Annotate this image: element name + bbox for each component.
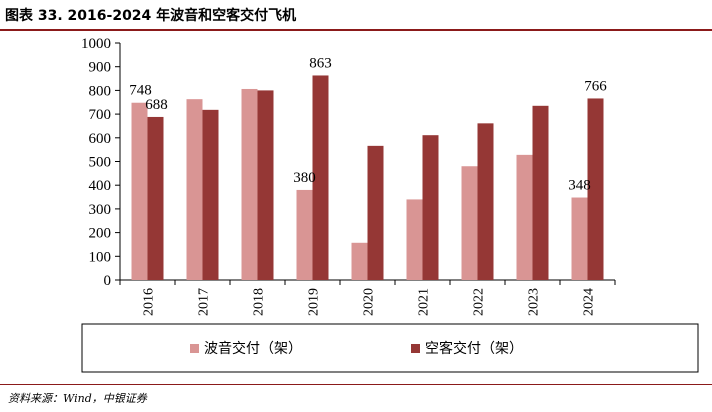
title-bar: 图表 33. 2016-2024 年波音和空客交付飞机 (0, 0, 712, 31)
x-tick-label: 2017 (197, 288, 212, 316)
boeing-bar (461, 166, 478, 280)
y-tick-label: 900 (89, 60, 112, 76)
y-tick-label: 500 (89, 155, 112, 171)
y-tick-label: 800 (89, 83, 112, 99)
airbus-bar (587, 98, 604, 280)
y-tick-label: 1000 (81, 36, 111, 52)
boeing-bar (571, 197, 588, 280)
data-label: 380 (293, 170, 316, 186)
data-label: 348 (568, 178, 591, 194)
chart-area: 0 100 200 300 400 500 600 700 800 900 1000 2016 2017… (0, 31, 712, 381)
chart-title: 图表 33. 2016-2024 年波音和空客交付飞机 (5, 8, 297, 24)
airbus-bar (147, 116, 164, 280)
airbus-bar (422, 135, 439, 280)
x-tick-label: 2023 (527, 288, 542, 316)
x-tick-label: 2016 (142, 288, 157, 316)
x-tick-label: 2018 (252, 288, 267, 316)
y-tick-label: 300 (89, 202, 112, 218)
y-tick-label: 700 (89, 107, 112, 123)
x-tick-label: 2022 (472, 288, 487, 316)
boeing-bar (241, 88, 258, 280)
airbus-bar (477, 123, 494, 280)
y-tick-label: 400 (89, 178, 112, 194)
x-tick-label: 2024 (582, 288, 597, 316)
airbus-bar (312, 75, 329, 281)
data-label: 748 (129, 83, 152, 99)
y-tick-label: 600 (89, 131, 112, 147)
bar-chart: 0 100 200 300 400 500 600 700 800 900 1000 2016 2017… (81, 36, 699, 373)
airbus-bar (257, 90, 274, 281)
legend-swatch-boeing (190, 344, 199, 353)
data-label: 766 (584, 78, 607, 94)
source-rule (0, 384, 712, 385)
data-label: 863 (309, 55, 332, 71)
x-tick-label: 2021 (417, 288, 432, 316)
data-label: 688 (145, 97, 168, 113)
title-rule (0, 29, 712, 31)
legend-label-boeing: 波音交付（架） (204, 340, 302, 357)
legend-label-airbus: 空客交付（架） (425, 340, 523, 357)
airbus-bar (367, 145, 384, 280)
x-tick-label: 2019 (307, 288, 322, 316)
y-tick-label: 100 (89, 249, 112, 265)
legend-box (81, 323, 699, 373)
boeing-bar (351, 242, 368, 280)
y-tick-label: 0 (104, 273, 112, 289)
y-tick-label: 200 (89, 226, 112, 242)
airbus-bar (532, 105, 549, 281)
boeing-bar (516, 154, 533, 280)
boeing-bar (186, 99, 203, 280)
x-tick-label: 2020 (362, 288, 377, 316)
boeing-bar (131, 102, 148, 280)
boeing-bar (296, 189, 313, 280)
legend-swatch-airbus (411, 344, 420, 353)
airbus-bar (202, 109, 219, 280)
boeing-bar (406, 199, 423, 280)
source-note: 资料来源：Wind，中银证券 (8, 392, 147, 405)
